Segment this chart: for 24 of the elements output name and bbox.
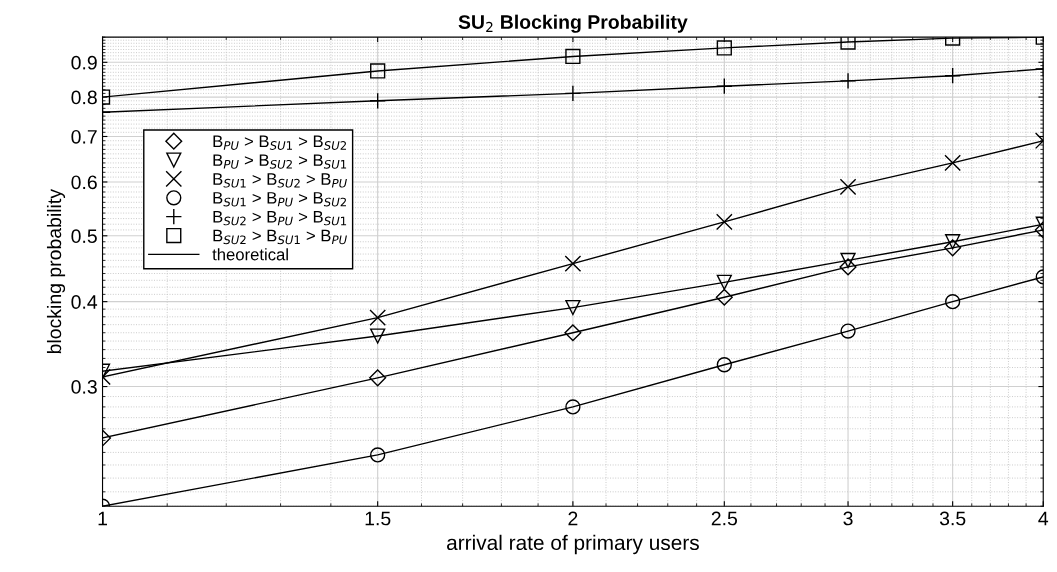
legend-label: B$_{PU}$ > B$_{SU1}$ > B$_{SU2}$ [213, 135, 346, 150]
chart-title: SU$_{2}$ Blocking Probability [458, 14, 688, 33]
x-tick-label: 3 [843, 511, 853, 526]
x-tick-label: 2 [568, 511, 578, 526]
y-tick-label: 0.7 [71, 129, 97, 144]
legend-label: B$_{SU2}$ > B$_{SU1}$ > B$_{PU}$ [213, 229, 347, 245]
legend-label: theoretical [212, 248, 288, 261]
x-tick-label: 3.5 [939, 511, 966, 526]
x-tick-label: 4 [1038, 511, 1049, 526]
legend-label: B$_{SU1}$ > B$_{PU}$ > B$_{SU2}$ [213, 192, 346, 207]
y-tick-label: 0.6 [71, 175, 97, 190]
x-tick-label: 1 [98, 511, 107, 526]
y-tick-label: 0.8 [71, 90, 97, 105]
legend-label: B$_{SU1}$ > B$_{SU2}$ > B$_{PU}$ [213, 173, 347, 188]
legend-label: B$_{PU}$ > B$_{SU2}$ > B$_{SU1}$ [213, 154, 347, 169]
y-tick-label: 0.5 [71, 229, 97, 244]
x-tick-label: 2.5 [711, 511, 738, 526]
legend-label: B$_{SU2}$ > B$_{PU}$ > B$_{SU1}$ [213, 211, 347, 226]
y-tick-label: 0.4 [71, 295, 98, 309]
y-axis-title: blocking probability [46, 189, 66, 354]
y-tick-label: 0.3 [71, 380, 97, 394]
x-tick-label: 1.5 [365, 511, 391, 526]
y-tick-label: 0.9 [71, 55, 97, 70]
x-axis-title: arrival rate of primary users [447, 534, 699, 555]
